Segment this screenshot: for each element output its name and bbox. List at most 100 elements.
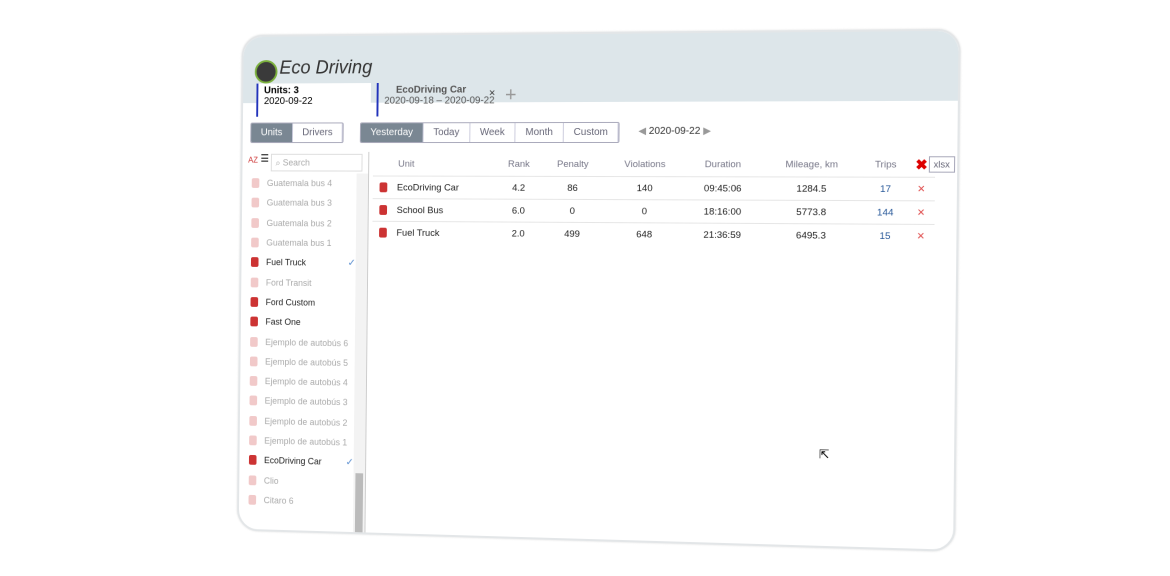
- unit-name: Guatemala bus 3: [267, 198, 332, 208]
- search-input[interactable]: ⌕ Search: [271, 154, 363, 172]
- unit-list-item[interactable]: Ford Transit: [241, 272, 355, 293]
- delete-row-icon[interactable]: ✕: [908, 177, 935, 201]
- delete-row-icon[interactable]: ✕: [907, 201, 934, 225]
- unit-name: EcoDriving Car: [264, 456, 322, 467]
- col-trips: Trips: [863, 152, 908, 177]
- export-xlsx-button[interactable]: xlsx: [928, 156, 955, 172]
- vehicle-icon: [251, 238, 259, 248]
- app-title: Eco Driving: [279, 57, 372, 79]
- unit-list-item[interactable]: Ejemplo de autobús 6: [241, 331, 355, 353]
- tab-date: 2020-09-18 – 2020-09-22: [384, 95, 494, 106]
- tab-title: Units: 3: [264, 85, 299, 96]
- units-sidebar: AZ ☰ ⌕ Search Guatemala bus 4 Guatemala b…: [239, 152, 370, 533]
- cell-unit: School Bus: [372, 199, 496, 222]
- cell-rank: 2.0: [496, 222, 541, 245]
- table-header: Unit Rank Penalty Violations Duration Mi…: [373, 152, 935, 177]
- tab-title: EcoDriving Car: [384, 85, 466, 96]
- yesterday-button[interactable]: Yesterday: [361, 123, 424, 142]
- vehicle-icon: [249, 455, 257, 465]
- table-row[interactable]: School Bus 6.0 0 0 18:16:00 5773.8 144 ✕: [372, 199, 934, 225]
- unit-name: Ejemplo de autobús 6: [265, 337, 348, 348]
- vehicle-icon: [250, 337, 258, 347]
- scrollbar-thumb[interactable]: [355, 473, 363, 532]
- vehicle-icon: [250, 356, 258, 366]
- col-rank: Rank: [496, 152, 541, 176]
- vehicle-icon: [249, 435, 257, 445]
- unit-list-item[interactable]: Guatemala bus 4: [242, 173, 356, 193]
- period-switch: Yesterday Today Week Month Custom: [360, 122, 620, 143]
- search-placeholder: Search: [283, 158, 310, 168]
- drivers-button[interactable]: Drivers: [293, 123, 343, 142]
- unit-list-item[interactable]: Ford Custom: [241, 292, 355, 313]
- unit-list-item[interactable]: Citaro 6: [239, 490, 353, 513]
- unit-name: Ford Custom: [266, 297, 316, 307]
- cell-penalty: 0: [541, 199, 604, 222]
- vehicle-icon: [379, 205, 387, 215]
- unit-list-item[interactable]: Guatemala bus 3: [242, 193, 356, 213]
- cell-mileage: 5773.8: [760, 200, 863, 224]
- report-table: Unit Rank Penalty Violations Duration Mi…: [372, 152, 935, 248]
- unit-list: Guatemala bus 4 Guatemala bus 3 Guatemala …: [239, 173, 357, 512]
- unit-list-item[interactable]: Ejemplo de autobús 5: [240, 351, 354, 373]
- cell-unit: Fuel Truck: [372, 221, 496, 244]
- table-row[interactable]: EcoDriving Car 4.2 86 140 09:45:06 1284.5 17 ✕: [373, 176, 935, 201]
- tab-ecodriving-car[interactable]: EcoDriving Car 2020-09-18 – 2020-09-22 ×: [376, 82, 501, 116]
- unit-name: Ejemplo de autobús 2: [264, 416, 347, 428]
- cell-mileage: 1284.5: [760, 177, 863, 201]
- vehicle-icon: [249, 475, 257, 485]
- units-button[interactable]: Units: [251, 124, 293, 143]
- today-button[interactable]: Today: [424, 123, 471, 142]
- unit-list-item[interactable]: Fast One: [241, 312, 355, 333]
- tab-date: 2020-09-22: [264, 96, 313, 107]
- unit-name: Fast One: [265, 317, 300, 327]
- unit-name: Ejemplo de autobús 3: [265, 396, 348, 407]
- col-penalty: Penalty: [541, 152, 604, 177]
- month-button[interactable]: Month: [515, 123, 563, 142]
- vehicle-icon: [380, 182, 388, 192]
- table-row[interactable]: Fuel Truck 2.0 499 648 21:36:59 6495.3 15 ✕: [372, 221, 934, 247]
- unit-list-item[interactable]: Ejemplo de autobús 2: [240, 410, 354, 432]
- delete-row-icon[interactable]: ✕: [907, 224, 934, 247]
- list-icon[interactable]: ☰: [260, 154, 269, 165]
- sort-az-icon[interactable]: AZ: [248, 156, 258, 165]
- unit-name: Guatemala bus 1: [266, 238, 331, 248]
- unit-list-item[interactable]: Ejemplo de autobús 4: [240, 371, 354, 393]
- prev-date-icon[interactable]: ◀: [638, 126, 649, 137]
- mode-switch: Units Drivers: [250, 122, 344, 143]
- vehicle-icon: [252, 198, 260, 208]
- unit-name: Ford Transit: [266, 277, 312, 287]
- cell-duration: 09:45:06: [685, 177, 760, 200]
- vehicle-icon: [251, 277, 259, 287]
- unit-list-item[interactable]: Guatemala bus 2: [242, 213, 356, 234]
- cell-duration: 21:36:59: [685, 223, 760, 246]
- next-date-icon[interactable]: ▶: [700, 126, 711, 137]
- unit-name: Guatemala bus 2: [266, 218, 331, 228]
- add-tab-button[interactable]: +: [505, 84, 517, 107]
- vehicle-icon: [248, 495, 256, 505]
- unit-name: Guatemala bus 4: [267, 178, 332, 188]
- unit-name: Ejemplo de autobús 1: [264, 436, 347, 448]
- col-mileage: Mileage, km: [760, 152, 863, 177]
- cell-penalty: 86: [541, 176, 604, 199]
- unit-list-item[interactable]: Guatemala bus 1: [242, 233, 356, 254]
- vehicle-icon: [250, 376, 258, 386]
- custom-button[interactable]: Custom: [564, 123, 619, 142]
- unit-list-item[interactable]: Fuel Truck ✓: [241, 252, 355, 273]
- vehicle-icon: [249, 396, 257, 406]
- cell-mileage: 6495.3: [759, 223, 862, 247]
- unit-list-item[interactable]: Ejemplo de autobús 3: [240, 391, 354, 413]
- toolbar: Units Drivers Yesterday Today Week Month Cust…: [250, 121, 957, 146]
- tab-units[interactable]: Units: 3 2020-09-22: [256, 83, 371, 117]
- current-date: 2020-09-22: [649, 126, 701, 137]
- close-tab-icon[interactable]: ×: [489, 87, 495, 99]
- cell-duration: 18:16:00: [685, 200, 760, 224]
- col-violations: Violations: [604, 152, 686, 177]
- eco-driving-logo-icon: [255, 60, 278, 84]
- unit-list-item[interactable]: Ejemplo de autobús 1: [240, 430, 354, 452]
- vehicle-icon: [251, 297, 259, 307]
- vehicle-icon: [251, 218, 259, 228]
- cell-penalty: 499: [540, 222, 603, 245]
- vehicle-icon: [250, 317, 258, 327]
- week-button[interactable]: Week: [470, 123, 516, 142]
- app-window: Eco Driving Units: 3 2020-09-22 EcoDrivin…: [237, 29, 961, 552]
